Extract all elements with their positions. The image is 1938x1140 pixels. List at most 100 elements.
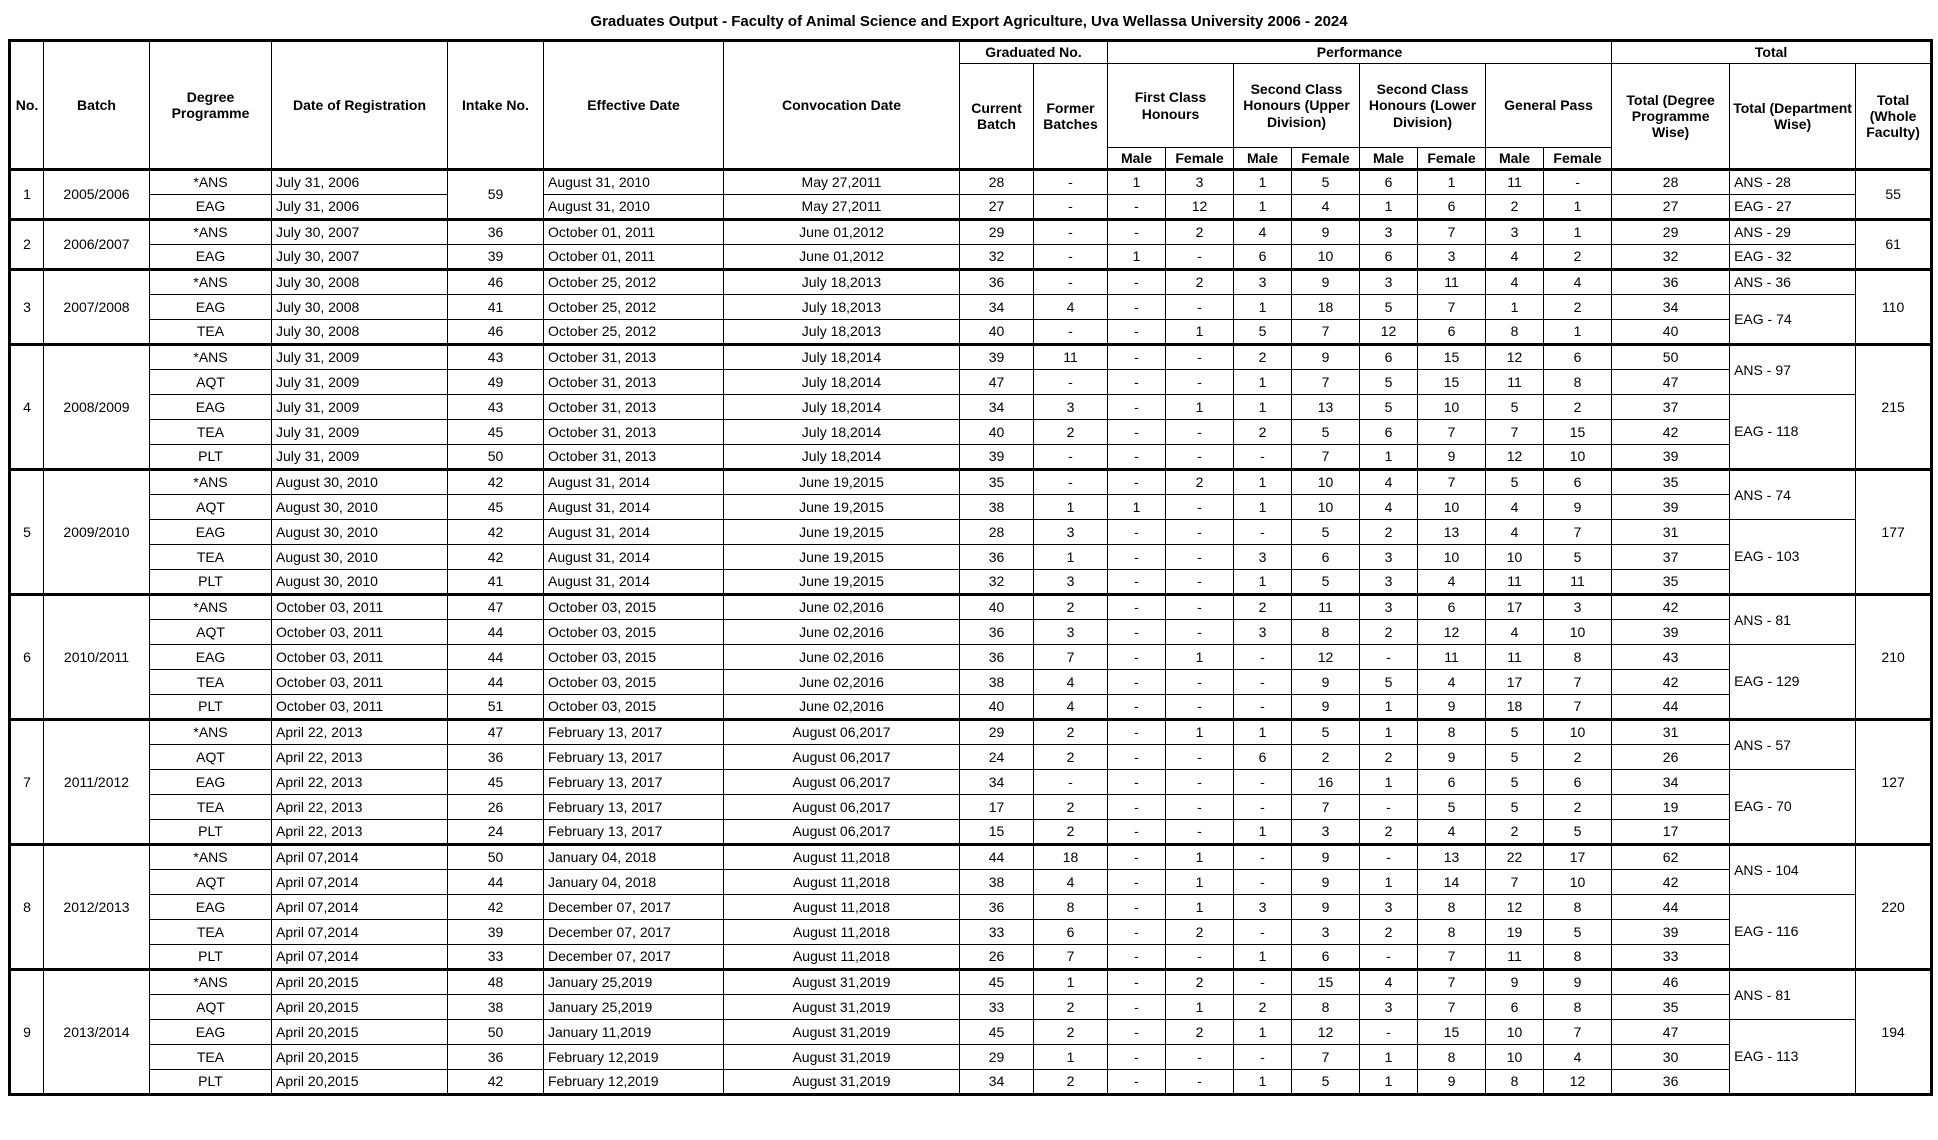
cell-former-batches: 4 [1033, 869, 1108, 895]
cell-second-upper-female: 3 [1291, 919, 1360, 945]
table-row: AQT July 31, 2009 49 October 31, 2013 July 1… [10, 369, 1932, 395]
cell-total-programme-wise: 30 [1611, 1044, 1731, 1070]
table-row: 6 2010/2011 *ANS October 03, 2011 47 October … [9, 594, 1933, 720]
cell-second-lower-male: - [1359, 1019, 1418, 1045]
cell-total-programme-wise: 32 [1611, 244, 1731, 270]
cell-batch-no: 6 [9, 594, 44, 720]
cell-general-pass-male: 8 [1485, 319, 1544, 345]
cell-general-pass-male: 4 [1485, 494, 1544, 520]
cell-second-upper-male: 1 [1233, 469, 1292, 495]
table-row: AQT April 20,2015 38 January 25,2019 August … [10, 994, 1932, 1020]
cell-first-class-female: 2 [1165, 269, 1234, 295]
cell-second-upper-male: 3 [1233, 269, 1292, 295]
col-header-no: No. [9, 40, 44, 170]
table-row: AQT April 22, 2013 36 February 13, 2017 Augu… [10, 744, 1932, 770]
table-row: 2 2006/2007 *ANS July 30, 2007 36 October 01,… [9, 219, 1933, 270]
table-row: 9 2013/2014 *ANS April 20,2015 48 January 25,… [9, 969, 1933, 1095]
cell-second-upper-female: 11 [1291, 594, 1360, 620]
cell-total-programme-wise: 44 [1611, 694, 1731, 720]
cell-second-upper-male: 1 [1233, 719, 1292, 745]
cell-current-batch: 38 [959, 494, 1034, 520]
cell-former-batches: - [1033, 219, 1108, 245]
cell-general-pass-female: 10 [1542, 444, 1613, 470]
cell-second-upper-male: - [1233, 769, 1292, 795]
cell-general-pass-male: 11 [1485, 569, 1544, 595]
cell-second-upper-female: 7 [1291, 444, 1360, 470]
cell-second-upper-female: 10 [1291, 469, 1360, 495]
cell-convocation-date: June 01,2012 [723, 219, 960, 245]
cell-second-lower-male: 4 [1359, 494, 1418, 520]
cell-second-lower-female: 6 [1417, 194, 1486, 220]
cell-batch-years: 2007/2008 [43, 269, 150, 345]
col-header-second-class-lower: Second Class Honours (Lower Division) [1359, 63, 1486, 148]
cell-effective-date: October 03, 2015 [543, 594, 724, 620]
table-row: PLT July 31, 2009 50 October 31, 2013 July 1… [10, 444, 1932, 470]
cell-general-pass-female: 10 [1542, 869, 1613, 895]
cell-degree-programme: PLT [149, 444, 272, 470]
cell-total-whole-faculty: 215 [1855, 344, 1933, 470]
cell-second-upper-male: 2 [1233, 344, 1292, 370]
cell-former-batches: 2 [1033, 744, 1108, 770]
cell-total-programme-wise: 40 [1611, 319, 1731, 345]
cell-total-programme-wise: 50 [1611, 344, 1731, 370]
cell-second-upper-female: 12 [1291, 1019, 1360, 1045]
cell-first-class-male: - [1107, 1044, 1166, 1070]
cell-registration-date: April 20,2015 [271, 1019, 448, 1045]
cell-second-lower-male: 2 [1359, 919, 1418, 945]
cell-second-upper-female: 8 [1291, 994, 1360, 1020]
cell-total-programme-wise: 19 [1611, 794, 1731, 820]
cell-convocation-date: June 01,2012 [723, 244, 960, 270]
cell-registration-date: April 22, 2013 [271, 819, 448, 845]
cell-second-upper-female: 6 [1291, 544, 1360, 570]
cell-second-lower-male: 3 [1359, 544, 1418, 570]
cell-general-pass-female: 2 [1542, 794, 1613, 820]
cell-current-batch: 40 [959, 319, 1034, 345]
cell-first-class-male: - [1107, 919, 1166, 945]
table-row: TEA July 30, 2008 46 October 25, 2012 July 1… [10, 319, 1932, 345]
cell-first-class-female: 2 [1165, 919, 1234, 945]
cell-former-batches: 8 [1033, 894, 1108, 920]
cell-registration-date: April 22, 2013 [271, 744, 448, 770]
cell-former-batches: - [1033, 269, 1108, 295]
cell-convocation-date: June 02,2016 [723, 694, 960, 720]
cell-second-upper-male: 1 [1233, 394, 1292, 420]
table-row: EAG April 07,2014 42 December 07, 2017 Augus… [10, 894, 1932, 970]
cell-second-upper-female: 5 [1291, 169, 1360, 195]
cell-first-class-male: - [1107, 519, 1166, 545]
cell-first-class-male: - [1107, 544, 1166, 570]
cell-second-lower-male: 5 [1359, 394, 1418, 420]
cell-second-upper-male: 2 [1233, 594, 1292, 620]
cell-first-class-male: - [1107, 469, 1166, 495]
cell-former-batches: 2 [1033, 419, 1108, 445]
cell-second-upper-female: 9 [1291, 844, 1360, 870]
cell-second-lower-male: 4 [1359, 969, 1418, 995]
cell-general-pass-female: 11 [1542, 569, 1613, 595]
cell-first-class-male: - [1107, 994, 1166, 1020]
cell-effective-date: January 04, 2018 [543, 844, 724, 870]
cell-second-lower-male: 5 [1359, 669, 1418, 695]
cell-degree-programme: *ANS [149, 969, 272, 995]
cell-degree-programme: *ANS [149, 344, 272, 370]
cell-first-class-male: - [1107, 444, 1166, 470]
cell-former-batches: 6 [1033, 919, 1108, 945]
cell-second-lower-male: 4 [1359, 469, 1418, 495]
cell-general-pass-male: 2 [1485, 819, 1544, 845]
cell-second-lower-male: 1 [1359, 1044, 1418, 1070]
cell-first-class-male: - [1107, 619, 1166, 645]
cell-first-class-male: - [1107, 769, 1166, 795]
cell-second-lower-male: 3 [1359, 569, 1418, 595]
cell-registration-date: October 03, 2011 [271, 594, 448, 620]
cell-first-class-male: - [1107, 569, 1166, 595]
cell-intake-no: 45 [447, 494, 544, 520]
cell-second-upper-female: 5 [1291, 569, 1360, 595]
cell-batch-years: 2010/2011 [43, 594, 150, 720]
cell-total-programme-wise: 34 [1611, 769, 1731, 795]
cell-general-pass-female: 8 [1542, 369, 1613, 395]
cell-first-class-female: - [1165, 1069, 1234, 1095]
cell-convocation-date: August 06,2017 [723, 819, 960, 845]
cell-total-department-wise: ANS - 81 [1729, 969, 1857, 1020]
cell-first-class-female: 2 [1165, 219, 1234, 245]
cell-total-whole-faculty: 220 [1855, 844, 1933, 970]
cell-convocation-date: August 31,2019 [723, 1069, 960, 1095]
cell-total-department-wise: EAG - 116 [1729, 894, 1857, 970]
